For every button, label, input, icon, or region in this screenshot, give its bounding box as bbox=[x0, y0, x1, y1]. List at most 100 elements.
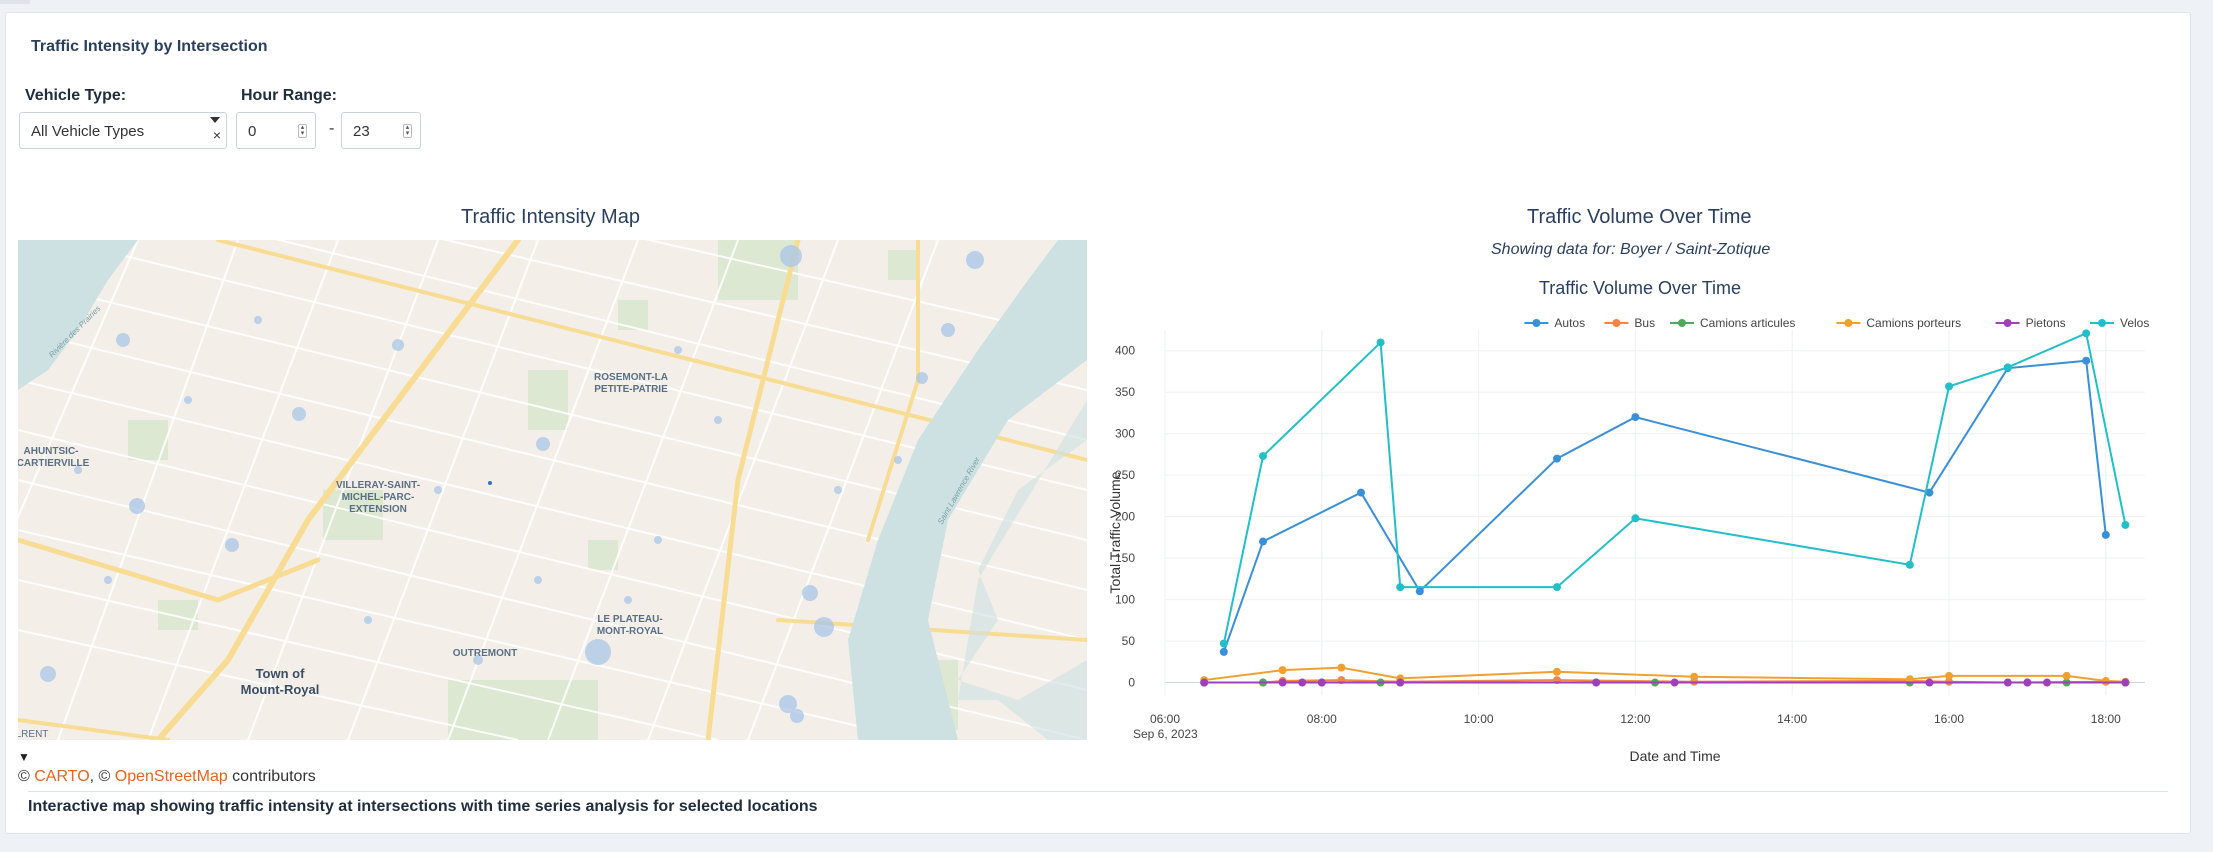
x-tick-label: 16:00 bbox=[1934, 712, 1964, 726]
attribution-toggle[interactable]: ▼ bbox=[18, 750, 30, 764]
y-tick-label: 150 bbox=[1115, 551, 1135, 565]
legend-item[interactable]: Pietons bbox=[2026, 316, 2066, 330]
x-tick-label: 12:00 bbox=[1620, 712, 1650, 726]
selected-marker[interactable] bbox=[488, 481, 492, 485]
data-point[interactable] bbox=[1945, 382, 1953, 391]
data-point[interactable] bbox=[1396, 583, 1405, 592]
data-point[interactable] bbox=[1200, 678, 1209, 687]
data-point[interactable] bbox=[2062, 671, 2071, 680]
data-point[interactable] bbox=[2043, 678, 2051, 687]
data-point[interactable] bbox=[1259, 452, 1267, 461]
y-tick-label: 200 bbox=[1115, 510, 1135, 524]
carto-link[interactable]: CARTO bbox=[34, 768, 90, 785]
x-axis-date-label: Sep 6, 2023 bbox=[1133, 727, 1198, 741]
data-point[interactable] bbox=[1337, 663, 1346, 672]
data-point[interactable] bbox=[1553, 583, 1561, 592]
chart-canvas[interactable]: Traffic Volume Over Time 0 50 100 150 200 250… bbox=[1100, 278, 2180, 780]
map-water bbox=[18, 240, 1087, 740]
map-label-rosemont: ROSEMONT-LA bbox=[594, 372, 668, 383]
data-point[interactable] bbox=[2121, 678, 2130, 687]
legend-marker bbox=[1532, 319, 1541, 327]
data-point[interactable] bbox=[1415, 587, 1424, 596]
legend-item[interactable]: Autos bbox=[1554, 316, 1585, 330]
traffic-volume-chart[interactable]: Traffic Volume Over Time 0 50 100 150 200 250… bbox=[1100, 278, 2180, 780]
data-point[interactable] bbox=[1553, 667, 1561, 676]
data-point[interactable] bbox=[1259, 537, 1267, 546]
data-point[interactable] bbox=[1219, 639, 1228, 648]
data-point[interactable] bbox=[1553, 454, 1561, 463]
hour-max-input[interactable]: 23 ▴ ▾ bbox=[341, 112, 421, 149]
data-point[interactable] bbox=[2003, 363, 2012, 372]
chevron-down-icon[interactable] bbox=[210, 117, 220, 123]
map-label-rosemont-2: PETITE-PATRIE bbox=[594, 384, 668, 395]
map-label-villeray-3: EXTENSION bbox=[349, 504, 407, 515]
y-tick-label: 300 bbox=[1115, 427, 1135, 441]
stepper-icon[interactable]: ▴ ▾ bbox=[403, 124, 412, 138]
legend-item[interactable]: Camions articules bbox=[1700, 316, 1795, 330]
chart-legend[interactable]: Autos Bus Camions articules Camions porteur… bbox=[1524, 316, 2149, 330]
y-tick-label: 250 bbox=[1115, 468, 1135, 482]
x-tick-label: 06:00 bbox=[1150, 712, 1180, 726]
data-point[interactable] bbox=[1376, 338, 1385, 347]
data-point[interactable] bbox=[1631, 514, 1640, 523]
hour-max-value: 23 bbox=[353, 123, 370, 140]
map-label-villeray-2: MICHEL-PARC- bbox=[342, 492, 415, 503]
legend-item[interactable]: Bus bbox=[1634, 316, 1655, 330]
hour-min-input[interactable]: 0 ▴ ▾ bbox=[236, 112, 316, 149]
hour-range-label: Hour Range: bbox=[241, 87, 337, 104]
data-point[interactable] bbox=[1219, 647, 1228, 656]
attribution-mid: , © bbox=[89, 768, 115, 785]
card-title: Traffic Intensity by Intersection bbox=[31, 38, 268, 55]
map-canvas[interactable]: ROSEMONT-LA PETITE-PATRIE AHUNTSIC- CART… bbox=[18, 240, 1087, 740]
data-point[interactable] bbox=[1592, 678, 1601, 687]
data-point[interactable] bbox=[1905, 675, 1914, 684]
chart-series[interactable] bbox=[1200, 329, 2130, 687]
data-point[interactable] bbox=[1925, 678, 1934, 687]
data-point[interactable] bbox=[1278, 678, 1287, 687]
attribution-suffix: contributors bbox=[227, 768, 316, 785]
map-label-plateau-2: MONT-ROYAL bbox=[597, 626, 663, 637]
data-point[interactable] bbox=[1690, 672, 1699, 681]
y-tick-label: 400 bbox=[1115, 344, 1135, 358]
range-separator: - bbox=[329, 120, 335, 137]
data-point[interactable] bbox=[1905, 560, 1914, 569]
x-tick-label: 18:00 bbox=[2091, 712, 2121, 726]
y-axis-label: Total Traffic Volume bbox=[1107, 471, 1123, 593]
data-point[interactable] bbox=[1945, 671, 1953, 680]
stepper-icon[interactable]: ▴ ▾ bbox=[298, 124, 307, 138]
data-point[interactable] bbox=[1396, 678, 1405, 687]
map-label-outremont: OUTREMONT bbox=[453, 648, 517, 659]
osm-link[interactable]: OpenStreetMap bbox=[114, 768, 228, 785]
map-label-ahuntsic-2: CARTIERVILLE bbox=[18, 458, 90, 469]
vehicle-type-value: All Vehicle Types bbox=[31, 123, 145, 140]
data-point[interactable] bbox=[2003, 678, 2012, 687]
series-line[interactable] bbox=[1222, 359, 2107, 653]
data-point[interactable] bbox=[1925, 488, 1934, 497]
clear-icon[interactable]: × bbox=[212, 127, 221, 143]
data-point[interactable] bbox=[2082, 329, 2091, 338]
data-point[interactable] bbox=[1317, 678, 1326, 687]
traffic-map[interactable]: ROSEMONT-LA PETITE-PATRIE AHUNTSIC- CART… bbox=[18, 240, 1087, 740]
data-point[interactable] bbox=[1357, 488, 1365, 497]
data-point[interactable] bbox=[1670, 678, 1679, 687]
data-point[interactable] bbox=[1278, 666, 1287, 675]
series-line[interactable] bbox=[1222, 331, 2127, 644]
legend-marker bbox=[1612, 319, 1621, 327]
map-minor-streets bbox=[18, 240, 1087, 740]
data-point[interactable] bbox=[2082, 356, 2091, 365]
vehicle-type-dropdown[interactable]: All Vehicle Types × bbox=[19, 112, 227, 149]
data-point[interactable] bbox=[1298, 678, 1307, 687]
attribution-prefix: © bbox=[18, 768, 35, 785]
data-point[interactable] bbox=[2023, 678, 2032, 687]
data-point[interactable] bbox=[2101, 530, 2110, 539]
data-point[interactable] bbox=[1631, 413, 1640, 422]
legend-item[interactable]: Velos bbox=[2120, 316, 2149, 330]
map-label-town-2: Mount-Royal bbox=[241, 682, 320, 697]
x-axis-ticks: 06:00 08:00 10:00 12:00 14:00 16:00 18:00 bbox=[1150, 712, 2121, 726]
legend-item[interactable]: Camions porteurs bbox=[1866, 316, 1961, 330]
vehicle-type-label: Vehicle Type: bbox=[25, 87, 127, 104]
legend-marker bbox=[1844, 319, 1853, 327]
data-point[interactable] bbox=[2121, 520, 2130, 529]
data-point[interactable] bbox=[2101, 676, 2110, 685]
map-markers[interactable] bbox=[40, 245, 984, 723]
